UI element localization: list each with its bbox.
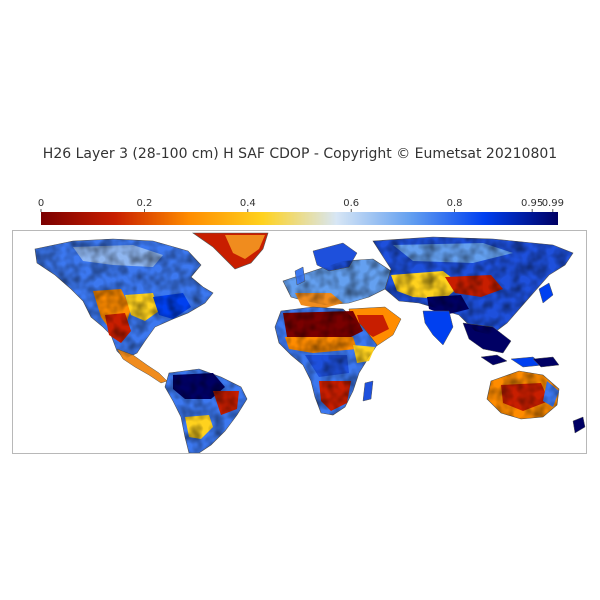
japan (538, 282, 554, 304)
central-america (116, 348, 168, 384)
new-zealand (572, 416, 586, 434)
new-guinea (532, 356, 560, 368)
greenland-east (225, 235, 265, 259)
colorbar-tick-label: 0.8 (447, 198, 463, 209)
indonesia (480, 354, 508, 366)
colorbar-tick-label: 0.95 (521, 198, 543, 209)
map-frame (12, 230, 587, 454)
colorbar-tick-label: 0.2 (136, 198, 152, 209)
world-map (34, 232, 586, 453)
colorbar-tick-label: 0.99 (542, 198, 564, 209)
madagascar (362, 380, 374, 402)
colorbar-tick-label: 0 (38, 198, 44, 209)
colorbar-tick-label: 0.4 (240, 198, 256, 209)
map-title: H26 Layer 3 (28-100 cm) H SAF CDOP - Cop… (42, 146, 558, 162)
colorbar-gradient (41, 212, 558, 225)
india (422, 310, 454, 346)
colorbar-tick-label: 0.6 (343, 198, 359, 209)
